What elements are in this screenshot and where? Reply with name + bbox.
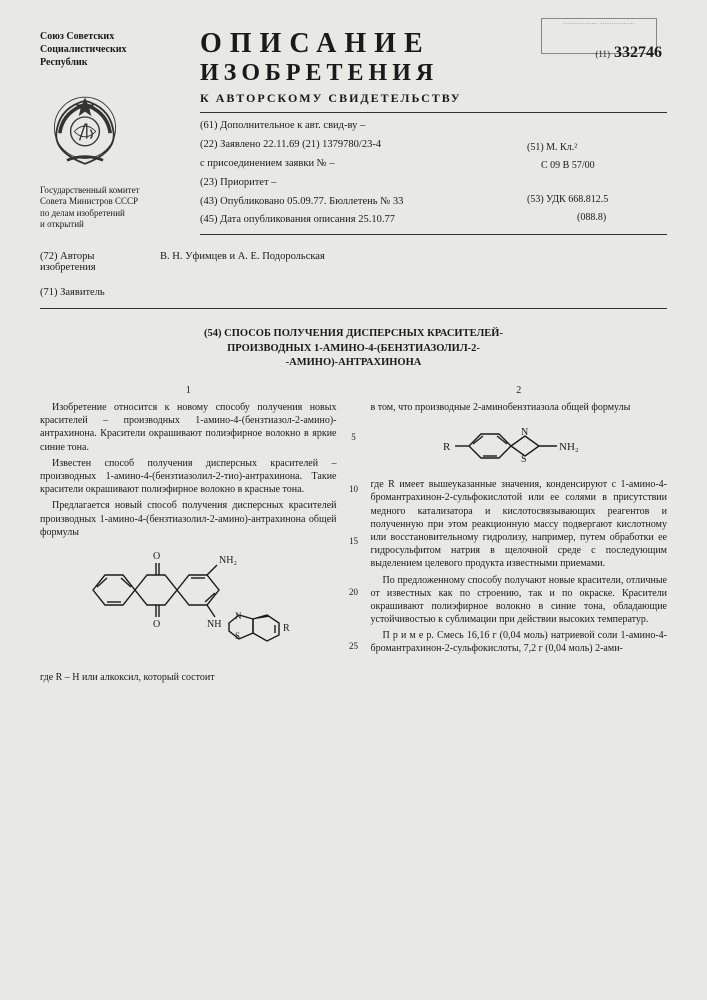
header-block: Союз Советских Социалистических Республи…	[40, 30, 667, 239]
invention-title: (54) СПОСОБ ПОЛУЧЕНИЯ ДИСПЕРСНЫХ КРАСИТЕ…	[100, 327, 607, 370]
svg-text:S: S	[235, 631, 240, 641]
field-22b: с присоединением заявки № –	[200, 155, 527, 174]
svg-text:N: N	[235, 611, 242, 621]
field-45: (45) Дата опубликования описания 25.10.7…	[200, 211, 527, 230]
field-53-value: (088.8)	[527, 209, 667, 227]
doc-subtitle: К АВТОРСКОМУ СВИДЕТЕЛЬСТВУ	[200, 91, 667, 106]
committee-label: Государственный комитет Совета Министров…	[40, 185, 200, 230]
applicant-row: (71) Заявитель	[40, 287, 667, 309]
field-51-value: C 09 B 57/00	[527, 157, 667, 175]
svg-text:N: N	[521, 427, 528, 438]
svg-text:R: R	[443, 441, 451, 453]
paragraph: Изобретение относится к новому способу п…	[40, 401, 337, 454]
divider	[200, 234, 667, 235]
chemical-structure-icon: O O NH₂ NH N S R	[83, 545, 293, 665]
paragraph: где R имеет вышеуказанные значения, конд…	[371, 478, 668, 570]
authors-label: (72) Авторы изобретения	[40, 251, 160, 273]
bibliographic-block: (61) Дополнительное к авт. свид-ву – (22…	[200, 117, 667, 230]
paragraph: в том, что производные 2-аминобензтиазол…	[371, 401, 668, 414]
field-23: (23) Приоритет –	[200, 174, 527, 193]
field-51: (51) М. Кл.²	[527, 139, 667, 157]
field-43: (43) Опубликовано 05.09.77. Бюллетень № …	[200, 193, 527, 212]
svg-text:NH: NH	[207, 619, 221, 630]
doc-title-2: ИЗОБРЕТЕНИЯ	[200, 60, 667, 87]
paragraph: П р и м е р. Смесь 16,16 г (0,04 моль) н…	[371, 629, 668, 655]
paragraph: Предлагается новый способ получения дисп…	[40, 499, 337, 539]
field-61: (61) Дополнительное к авт. свид-ву –	[200, 117, 527, 136]
column-1: 1 Изобретение относится к новому способу…	[40, 384, 337, 687]
svg-text:O: O	[153, 619, 160, 630]
ussr-emblem-icon	[40, 81, 130, 171]
divider	[200, 112, 667, 113]
column-number: 2	[371, 384, 668, 397]
chemical-structure-icon: R N S NH₂	[439, 420, 599, 472]
paragraph: где R – H или алкоксил, который состоит	[40, 671, 337, 684]
column-number: 1	[40, 384, 337, 397]
patent-number: (11) 332746	[595, 44, 662, 62]
authors-names: В. Н. Уфимцев и А. Е. Подорольская	[160, 251, 325, 273]
svg-text:R: R	[283, 623, 290, 634]
svg-text:O: O	[153, 551, 160, 562]
field-53: (53) УДК 668.812.5	[527, 191, 667, 209]
svg-text:NH₂: NH₂	[219, 555, 237, 566]
paragraph: По предложенному способу получают новые …	[371, 574, 668, 627]
line-number-gutter: 5 10 15 20 25	[345, 384, 363, 687]
column-2: 2 в том, что производные 2-аминобензтиаз…	[371, 384, 668, 687]
field-22: (22) Заявлено 22.11.69 (21) 1379780/23-4	[200, 136, 527, 155]
body-text: 1 Изобретение относится к новому способу…	[40, 384, 667, 687]
authors-row: (72) Авторы изобретения В. Н. Уфимцев и …	[40, 251, 667, 273]
svg-text:S: S	[521, 454, 527, 465]
ussr-label: Союз Советских Социалистических Республи…	[40, 30, 200, 69]
applicant-label: (71) Заявитель	[40, 287, 160, 298]
paragraph: Известен способ получения дисперсных кра…	[40, 457, 337, 497]
svg-text:NH₂: NH₂	[559, 441, 579, 453]
